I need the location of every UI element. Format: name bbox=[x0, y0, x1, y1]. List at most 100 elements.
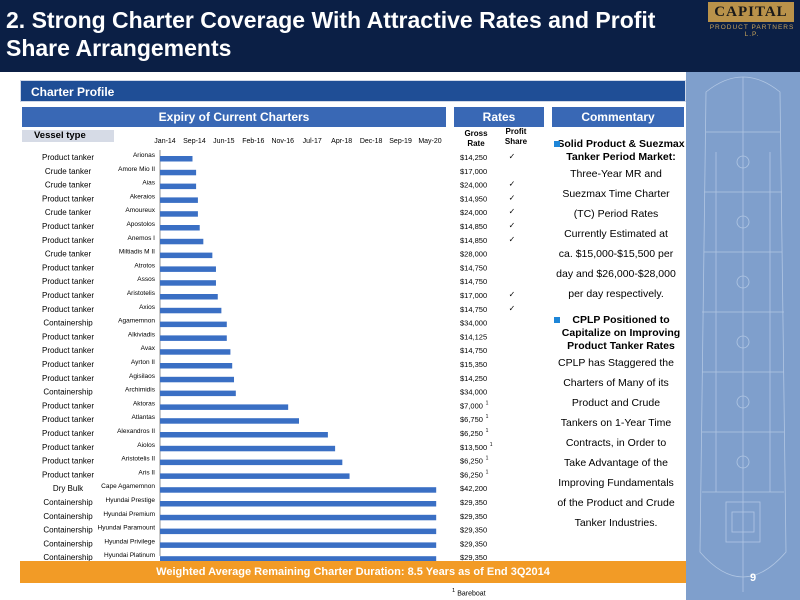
square-bullet-icon bbox=[554, 141, 560, 147]
charter-bar bbox=[160, 252, 213, 259]
x-tick-label: Apr-18 bbox=[331, 138, 352, 145]
commentary-line: Charters of Many of its bbox=[563, 377, 669, 389]
gross-rate-value: $14,850 bbox=[460, 236, 487, 245]
vessel-type-label: Crude tanker bbox=[45, 181, 92, 190]
commentary-line: (TC) Period Rates bbox=[573, 208, 659, 220]
vessel-name-label: Cape Agamemnon bbox=[101, 483, 155, 490]
x-tick-label: Nov-16 bbox=[271, 138, 294, 145]
charter-bar bbox=[160, 390, 236, 397]
charter-bar bbox=[160, 349, 231, 355]
profit-share-check-icon: ✓ bbox=[509, 152, 516, 161]
slide-title: 2. Strong Charter Coverage With Attracti… bbox=[6, 7, 656, 61]
vessel-name-label: Hyundai Prestige bbox=[106, 497, 156, 504]
footnote-text: Bareboat bbox=[457, 590, 486, 598]
vessel-name-label: Miltiadis M II bbox=[119, 249, 155, 256]
charter-bar bbox=[160, 280, 216, 286]
vessel-type-label: Containership bbox=[43, 539, 93, 548]
vessel-type-label: Product tanker bbox=[42, 415, 94, 424]
rates-column-header: Rates bbox=[454, 107, 544, 127]
gross-rate-value: $6,250 bbox=[460, 429, 483, 438]
gross-rate-value: $14,950 bbox=[460, 194, 487, 203]
commentary-panel: Solid Product & Suezmax Tanker Period Ma… bbox=[546, 138, 686, 533]
vessel-name-label: Amoureux bbox=[125, 207, 155, 214]
commentary-line: ca. $15,000-$15,500 per bbox=[558, 248, 674, 260]
vessel-type-label: Product tanker bbox=[42, 332, 94, 341]
x-tick-label: Dec-18 bbox=[360, 138, 383, 145]
bareboat-marker: 1 bbox=[486, 414, 489, 420]
commentary-text: CPLP has Staggered the Charters of Many o… bbox=[546, 353, 686, 533]
vessel-name-label: Atrotos bbox=[134, 262, 155, 269]
charter-bar bbox=[160, 225, 200, 231]
x-tick-label: Jan-14 bbox=[154, 138, 176, 145]
profit-share-check-icon: ✓ bbox=[509, 207, 516, 216]
charter-bar bbox=[160, 473, 350, 479]
gross-rate-value: $14,125 bbox=[460, 332, 487, 341]
commentary-line: Take Advantage of the bbox=[564, 457, 668, 469]
charter-bar bbox=[160, 487, 437, 493]
vessel-type-label: Product tanker bbox=[42, 470, 94, 479]
charter-bar bbox=[160, 211, 198, 217]
charter-bar bbox=[160, 445, 336, 452]
gross-rate-value: $29,350 bbox=[460, 526, 487, 535]
profit-share-header: Profit Share bbox=[504, 127, 528, 146]
commentary-line: Contracts, in Order to bbox=[565, 437, 667, 449]
vessel-name-label: Hyundai Privilege bbox=[104, 538, 155, 545]
bareboat-marker: 1 bbox=[486, 469, 489, 475]
square-bullet-icon bbox=[554, 317, 560, 323]
commentary-line: CPLP has Staggered the bbox=[558, 357, 674, 369]
vessel-type-label: Product tanker bbox=[42, 360, 94, 369]
commentary-line: of the Product and Crude bbox=[557, 497, 675, 509]
gross-rate-value: $15,350 bbox=[460, 360, 487, 369]
charter-bar bbox=[160, 418, 299, 424]
vessel-name-label: Arionas bbox=[133, 152, 156, 159]
gross-rate-header: Gross Rate bbox=[464, 129, 488, 148]
gross-rate-value: $34,000 bbox=[460, 388, 487, 397]
charter-bar bbox=[160, 501, 437, 507]
charter-bar bbox=[160, 307, 222, 314]
charter-bar bbox=[160, 376, 235, 383]
vessel-name-label: Hyundai Premium bbox=[103, 511, 155, 518]
commentary-text: Three-Year MR and Suezmax Time Charter (TC… bbox=[546, 164, 686, 304]
profit-share-check-icon: ✓ bbox=[509, 304, 516, 313]
vessel-name-label: Ayrton II bbox=[131, 359, 155, 366]
gross-rate-value: $14,750 bbox=[460, 277, 487, 286]
charter-bar bbox=[160, 169, 197, 176]
vessel-name-label: Hyundai Platinum bbox=[104, 552, 155, 559]
vessel-name-label: Aias bbox=[142, 180, 155, 187]
commentary-line: Tankers on 1-Year Time bbox=[560, 417, 672, 429]
gross-rate-value: $6,250 bbox=[460, 457, 483, 466]
vessel-name-label: Assos bbox=[137, 276, 155, 283]
x-tick-label: Sep-19 bbox=[389, 138, 412, 145]
footnote-marker: 1 bbox=[452, 588, 456, 594]
vessel-name-label: Axios bbox=[139, 304, 156, 311]
vessel-type-label: Product tanker bbox=[42, 263, 94, 272]
vessel-name-label: Aristotelis bbox=[127, 290, 156, 297]
vessel-name-label: Atlantas bbox=[132, 414, 156, 421]
x-tick-label: Jul-17 bbox=[303, 138, 322, 145]
profit-share-check-icon: ✓ bbox=[509, 221, 516, 230]
charter-bar bbox=[160, 197, 198, 203]
bareboat-marker: 1 bbox=[490, 442, 493, 448]
gross-rate-value: $42,200 bbox=[460, 484, 487, 493]
vessel-type-label: Product tanker bbox=[42, 457, 94, 466]
commentary-column-header: Commentary bbox=[552, 107, 684, 127]
x-tick-label: Sep-14 bbox=[183, 138, 206, 145]
vessel-name-label: Alexandros II bbox=[117, 428, 155, 435]
expiry-column-header: Expiry of Current Charters bbox=[22, 107, 446, 127]
gross-rate-value: $29,350 bbox=[460, 498, 487, 507]
gross-rate-value: $17,000 bbox=[460, 291, 487, 300]
gross-rate-value: $14,250 bbox=[460, 153, 487, 162]
vessel-name-label: Aktoras bbox=[133, 400, 156, 407]
commentary-line: Tanker Industries. bbox=[574, 517, 658, 529]
vessel-type-label: Product tanker bbox=[42, 236, 94, 245]
commentary-line: Suezmax Time Charter bbox=[562, 188, 670, 200]
charter-bar bbox=[160, 266, 216, 272]
gross-rate-value: $29,350 bbox=[460, 553, 487, 562]
vessel-type-label: Product tanker bbox=[42, 277, 94, 286]
vessel-type-label: Product tanker bbox=[42, 153, 94, 162]
vessel-name-label: Anemos I bbox=[128, 235, 156, 242]
commentary-heading: CPLP Positioned to Capitalize on Improvi… bbox=[561, 314, 681, 352]
vessel-name-label: Alkiviadis bbox=[128, 331, 156, 338]
gross-rate-value: $14,750 bbox=[460, 305, 487, 314]
